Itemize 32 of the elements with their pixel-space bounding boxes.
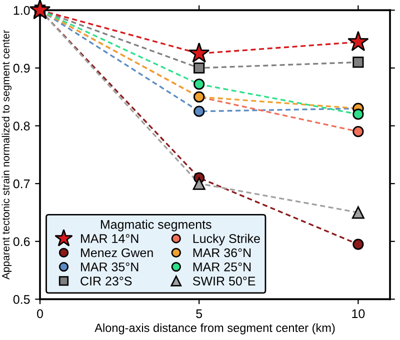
legend-label: MAR 36°N xyxy=(193,248,251,258)
point xyxy=(194,106,205,117)
point xyxy=(188,42,210,63)
y-tick-label: 0.5 xyxy=(13,295,30,304)
x-axis-title: Along-axis distance from segment center (km) xyxy=(94,323,335,334)
point xyxy=(352,56,364,68)
x-tick-label: 0 xyxy=(37,309,43,318)
legend-label: Menez Gwen xyxy=(81,248,153,258)
point xyxy=(194,78,205,90)
legend-title: Magmatic segments xyxy=(100,220,212,232)
legend-label: Lucky Strike xyxy=(193,234,260,246)
x-tick-label: 10 xyxy=(352,309,365,318)
y-tick-label: 0.7 xyxy=(13,179,30,188)
y-tick-label: 0.9 xyxy=(13,64,30,73)
point xyxy=(348,30,369,52)
legend-label: MAR 14°N xyxy=(81,234,138,243)
legend-label: SWIR 50°E xyxy=(192,276,256,286)
x-tick-label: 5 xyxy=(196,309,202,318)
point xyxy=(352,238,364,250)
point xyxy=(352,206,364,219)
point xyxy=(29,0,51,20)
point xyxy=(192,177,206,190)
y-tick-label: 0.6 xyxy=(13,237,30,246)
point xyxy=(352,108,364,120)
y-tick-label: 1.0 xyxy=(14,6,30,15)
y-tick-label: 0.8 xyxy=(13,122,30,130)
point xyxy=(194,62,205,74)
point xyxy=(352,126,364,138)
legend-label: MAR 35°N xyxy=(81,262,138,272)
legend-label: CIR 23°S xyxy=(80,276,132,286)
legend-label: MAR 25°N xyxy=(193,262,251,272)
y-axis-title: Apparent tectonic strain normalized to segment center xyxy=(2,30,12,280)
